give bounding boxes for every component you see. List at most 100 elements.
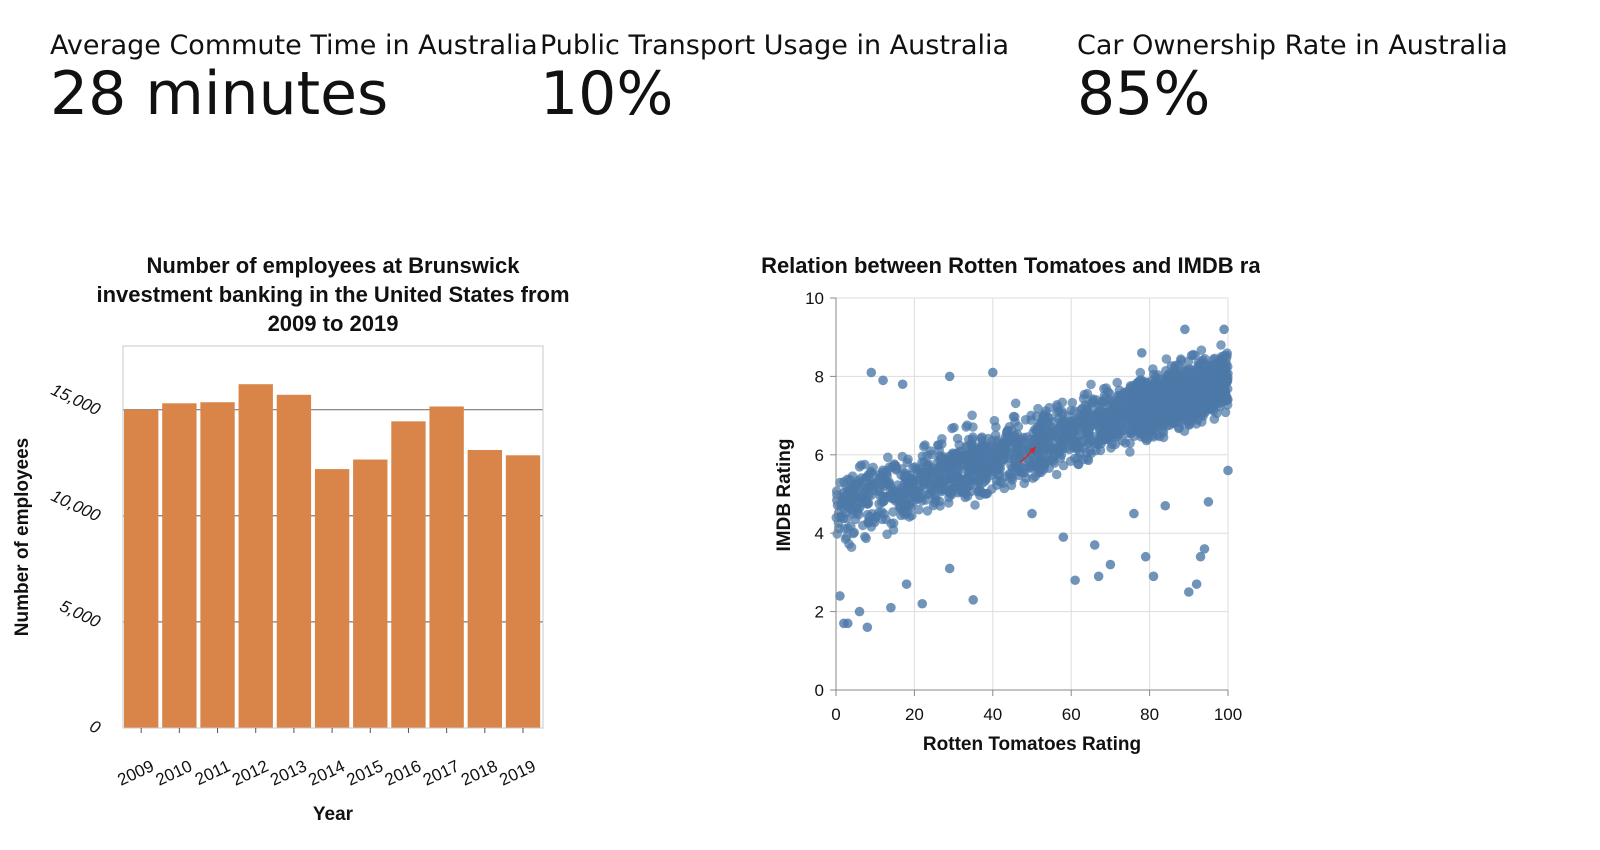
scatter-point bbox=[983, 463, 994, 473]
scatter-point bbox=[937, 434, 947, 444]
scatter-point bbox=[1010, 398, 1021, 409]
scatter-point bbox=[1203, 497, 1214, 507]
annotation-arrow-head bbox=[1029, 446, 1036, 454]
bar-chart-plot-border bbox=[122, 345, 544, 729]
kpi-commute-time: Average Commute Time in Australia 28 min… bbox=[50, 30, 538, 127]
scatter-point bbox=[850, 482, 861, 492]
scatter-point bbox=[1002, 425, 1013, 436]
scatter-y-tick-label: 10 bbox=[805, 289, 824, 308]
scatter-point bbox=[970, 500, 980, 510]
scatter-point bbox=[992, 480, 1002, 490]
scatter-point bbox=[1148, 571, 1159, 582]
scatter-x-tick-label: 0 bbox=[831, 705, 840, 724]
scatter-point bbox=[1191, 579, 1202, 589]
scatter-y-tick-label: 8 bbox=[815, 367, 824, 386]
scatter-point bbox=[888, 507, 898, 517]
scatter-point bbox=[1058, 532, 1069, 542]
scatter-point bbox=[840, 534, 851, 544]
bar-2013 bbox=[276, 394, 312, 728]
scatter-point bbox=[1219, 372, 1229, 382]
scatter-point bbox=[1171, 383, 1181, 393]
scatter-point bbox=[951, 464, 962, 474]
scatter-point bbox=[1125, 447, 1135, 457]
scatter-point bbox=[1080, 435, 1090, 445]
scatter-point bbox=[835, 591, 845, 601]
scatter-point bbox=[854, 606, 865, 617]
scatter-point bbox=[838, 493, 849, 504]
scatter-point bbox=[1007, 472, 1017, 483]
scatter-point bbox=[1010, 412, 1020, 422]
scatter-x-tick-label: 80 bbox=[1140, 705, 1159, 724]
scatter-point bbox=[1197, 383, 1207, 393]
scatter-point bbox=[942, 484, 952, 495]
bar-2015 bbox=[353, 459, 388, 728]
scatter-point bbox=[1125, 438, 1135, 449]
kpi-public-transport-value: 10% bbox=[540, 59, 674, 129]
scatter-point bbox=[917, 598, 928, 609]
employees-bar-chart: Number of employees at Brunswick investm… bbox=[12, 253, 570, 825]
scatter-point bbox=[874, 469, 885, 480]
scatter-point bbox=[942, 474, 953, 485]
kpi-public-transport: Public Transport Usage in Australia 10% bbox=[540, 30, 1009, 127]
scatter-point bbox=[962, 473, 972, 483]
scatter-point bbox=[1027, 508, 1037, 519]
scatter-point bbox=[1208, 354, 1219, 365]
scatter-point bbox=[909, 484, 919, 494]
bar-chart-bars bbox=[124, 384, 541, 728]
scatter-point bbox=[907, 476, 918, 486]
scatter-chart-x-axis-title: Rotten Tomatoes Rating bbox=[923, 734, 1141, 755]
bar-x-tick-label: 2009 bbox=[115, 756, 157, 789]
scatter-x-tick-label: 60 bbox=[1062, 705, 1081, 724]
scatter-point bbox=[1129, 508, 1139, 519]
scatter-point bbox=[1222, 348, 1232, 358]
scatter-point bbox=[961, 422, 971, 432]
scatter-point bbox=[1033, 403, 1043, 414]
bar-2017 bbox=[429, 406, 464, 728]
bar-x-tick-label: 2015 bbox=[344, 756, 386, 789]
kpi-car-ownership-label: Car Ownership Rate in Australia bbox=[1077, 30, 1508, 61]
scatter-point bbox=[1216, 354, 1226, 364]
bar-2018 bbox=[467, 449, 502, 728]
scatter-point bbox=[1209, 414, 1220, 424]
bar-x-tick-label: 2014 bbox=[305, 756, 347, 789]
scatter-point bbox=[888, 525, 899, 535]
bar-y-tick-label: 5,000 bbox=[57, 596, 104, 631]
scatter-point bbox=[842, 618, 853, 629]
scatter-point bbox=[1072, 444, 1083, 454]
bar-chart-x-ticks: 2009201020112012201320142015201620172018… bbox=[115, 728, 539, 790]
scatter-point bbox=[922, 506, 933, 516]
scatter-point bbox=[1147, 430, 1158, 441]
scatter-point bbox=[971, 466, 981, 477]
scatter-point bbox=[914, 504, 924, 515]
scatter-point bbox=[860, 459, 870, 470]
scatter-point bbox=[1216, 340, 1226, 350]
scatter-point bbox=[1204, 369, 1214, 380]
scatter-point bbox=[1057, 406, 1067, 416]
bar-2011 bbox=[200, 402, 235, 728]
scatter-point bbox=[1148, 407, 1159, 417]
scatter-point bbox=[1031, 411, 1042, 422]
scatter-point bbox=[968, 422, 978, 432]
scatter-point bbox=[1087, 398, 1097, 408]
scatter-point bbox=[1160, 500, 1171, 511]
scatter-point bbox=[934, 445, 944, 456]
scatter-point bbox=[875, 485, 885, 495]
bar-y-tick-label: 0 bbox=[87, 716, 104, 737]
scatter-point bbox=[1010, 439, 1021, 450]
kpi-public-transport-label: Public Transport Usage in Australia bbox=[540, 30, 1010, 61]
bar-x-tick-label: 2010 bbox=[153, 756, 195, 789]
bar-chart-y-ticks: 0 5,000 10,000 15,000 bbox=[48, 380, 104, 738]
scatter-point bbox=[1186, 367, 1196, 377]
scatter-point bbox=[1168, 407, 1178, 417]
scatter-point bbox=[1161, 354, 1172, 364]
scatter-point bbox=[1171, 375, 1182, 386]
scatter-point bbox=[1085, 423, 1095, 434]
scatter-point bbox=[1132, 381, 1143, 392]
scatter-point bbox=[920, 440, 930, 450]
scatter-point bbox=[1164, 420, 1175, 430]
bar-x-tick-label: 2019 bbox=[496, 756, 538, 789]
bar-x-tick-label: 2011 bbox=[192, 756, 233, 789]
scatter-point bbox=[954, 440, 964, 450]
bar-y-tick-label: 10,000 bbox=[48, 486, 104, 525]
scatter-point bbox=[1119, 395, 1130, 405]
